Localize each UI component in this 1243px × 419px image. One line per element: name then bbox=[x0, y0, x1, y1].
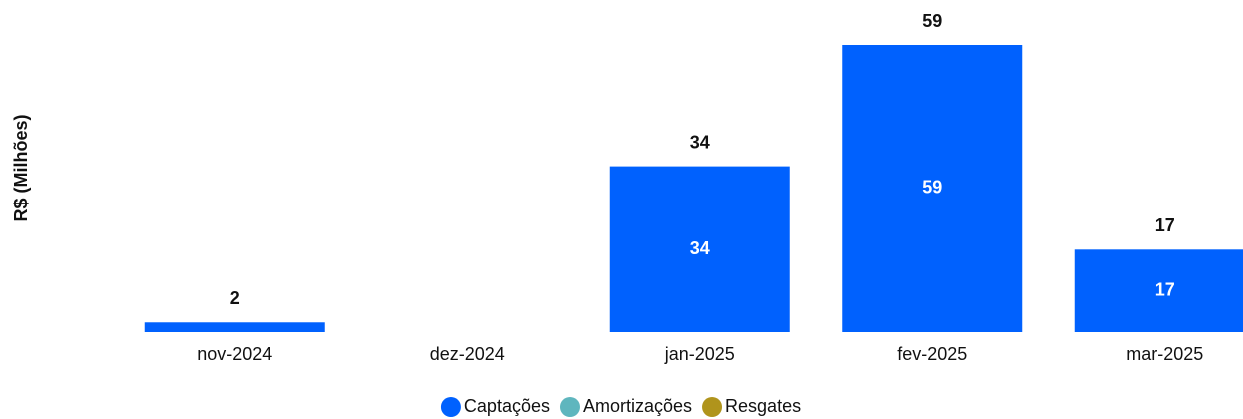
x-tick-label: jan-2025 bbox=[664, 344, 735, 364]
segment-label: 34 bbox=[690, 238, 710, 258]
legend-swatch bbox=[559, 397, 580, 417]
bar-segment bbox=[842, 45, 1023, 332]
legend-swatch bbox=[440, 397, 461, 417]
total-label: 17 bbox=[1155, 215, 1175, 235]
total-label: 59 bbox=[922, 11, 942, 31]
x-tick-label: dez-2024 bbox=[430, 344, 505, 364]
legend-label: Captações bbox=[464, 396, 550, 416]
total-label: 2 bbox=[230, 288, 240, 308]
legend-label: Resgates bbox=[725, 396, 801, 416]
legend-label: Amortizações bbox=[583, 396, 692, 416]
x-tick-label: mar-2025 bbox=[1126, 344, 1203, 364]
bar-segment bbox=[144, 322, 325, 332]
bar-segment bbox=[1074, 249, 1243, 332]
legend-swatch bbox=[702, 397, 723, 417]
x-tick-label: fev-2025 bbox=[897, 344, 967, 364]
x-tick-label: nov-2024 bbox=[197, 344, 272, 364]
y-axis-label: R$ (Milhões) bbox=[11, 114, 31, 221]
legend: Captações Amortizações Resgates bbox=[440, 396, 801, 417]
segment-label: 17 bbox=[1155, 279, 1175, 299]
segment-label: 59 bbox=[922, 177, 942, 197]
bar-segment bbox=[609, 166, 790, 332]
total-label: 34 bbox=[690, 132, 710, 152]
